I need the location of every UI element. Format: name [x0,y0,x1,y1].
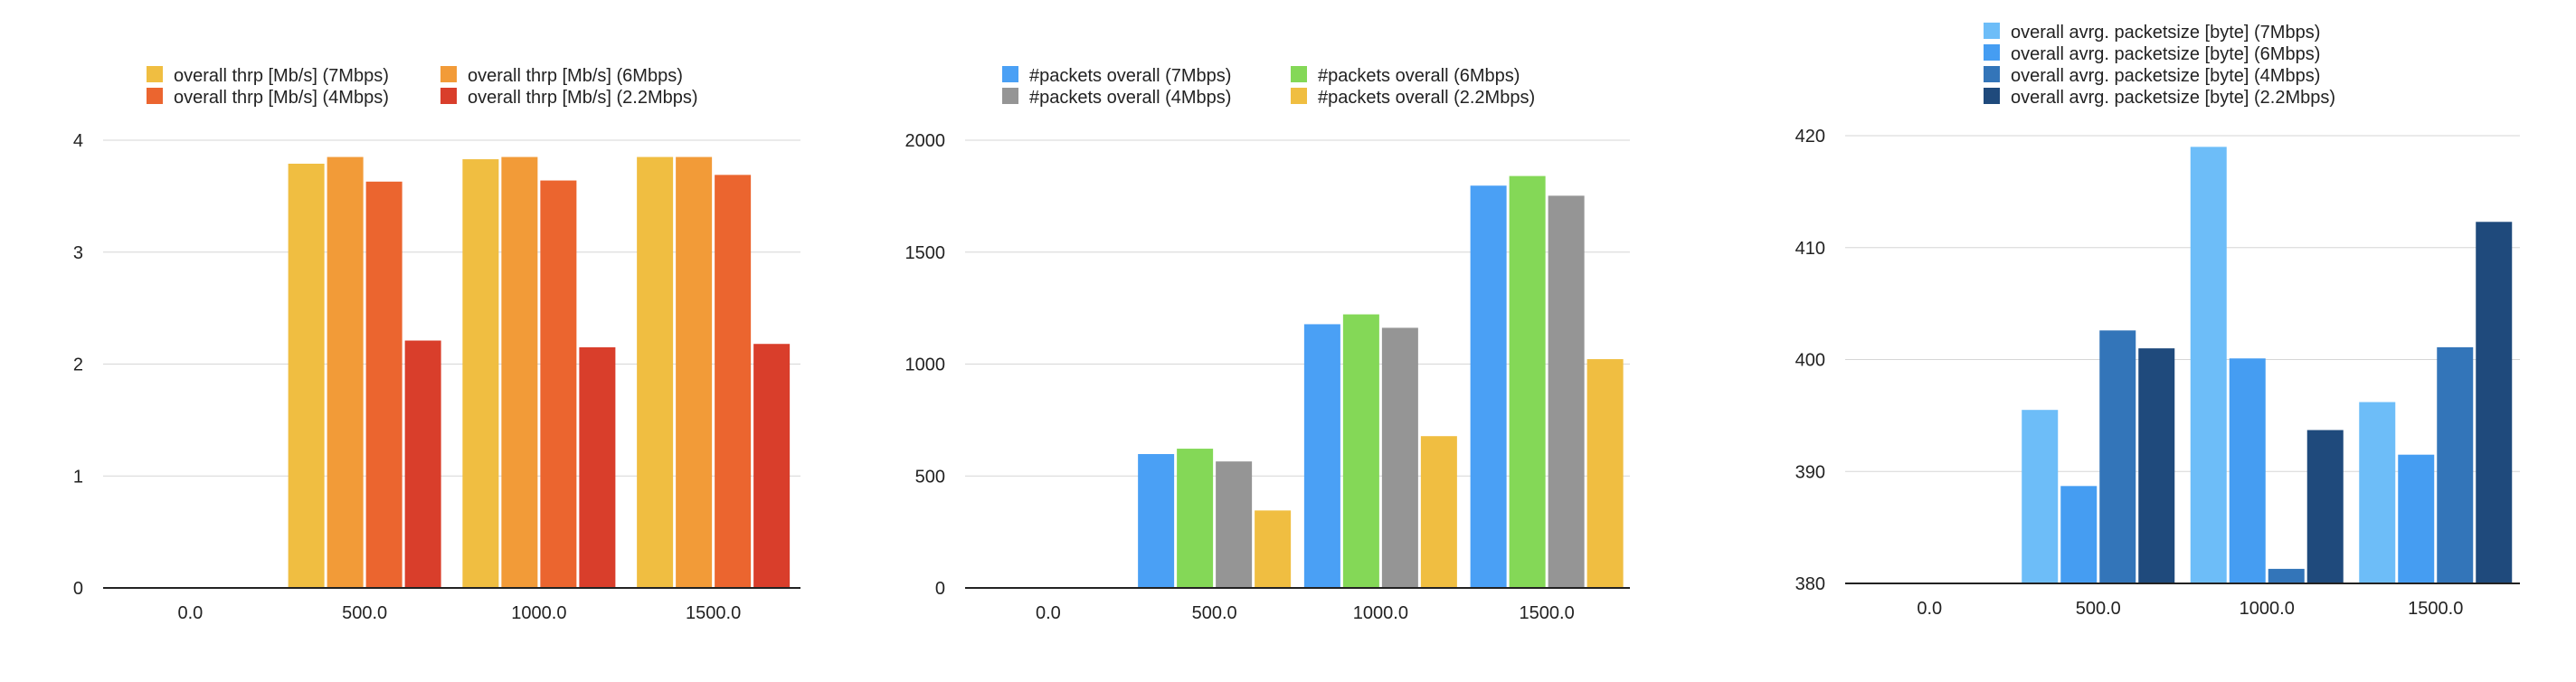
legend-swatch [1002,66,1018,82]
legend-label: overall thrp [Mb/s] (4Mbps) [174,88,389,108]
legend-swatch [147,66,163,82]
legend-label: overall avrg. packetsize [byte] (2.2Mbps… [2011,88,2335,108]
y-tick-label: 500 [915,467,945,487]
x-tick-label: 1000.0 [2240,599,2295,619]
y-tick-label: 380 [1795,574,1825,594]
legend-label: #packets overall (7Mbps) [1029,66,1231,86]
y-tick-label: 4 [73,131,83,151]
chart-3: 380 390 400 410 420 0.0 500.0 1000.0 1500.0 overa… [1795,23,2520,619]
bar [1255,510,1292,588]
legend-label: overall avrg. packetsize [byte] (4Mbps) [2011,66,2320,86]
x-tick-label: 0.0 [177,603,203,623]
bar [288,163,325,589]
legend-swatch [440,66,457,82]
y-tick-label: 1 [73,467,83,487]
legend-label: overall avrg. packetsize [byte] (7Mbps) [2011,23,2320,43]
x-tick-label: 1500.0 [686,603,741,623]
legend-label: #packets overall (2.2Mbps) [1318,88,1535,108]
legend-label: overall thrp [Mb/s] (7Mbps) [174,66,389,86]
legend-swatch [1984,66,2000,82]
chart-2: 0 500 1000 1500 2000 0.0 500.0 1000.0 1500.0 #pac… [905,66,1630,623]
bar [1177,449,1214,588]
bar [637,156,674,588]
bar [2099,330,2136,583]
legend-label: overall avrg. packetsize [byte] (6Mbps) [2011,44,2320,64]
y-tick-label: 1500 [905,243,946,263]
legend-label: overall thrp [Mb/s] (6Mbps) [468,66,683,86]
y-tick-label: 0 [73,579,83,599]
x-tick-label: 0.0 [1917,599,1942,619]
legend-label: #packets overall (4Mbps) [1029,88,1231,108]
legend-swatch [1984,44,2000,61]
y-tick-label: 2 [73,355,83,375]
bar [365,181,402,588]
legend: overall thrp [Mb/s] (7Mbps) overall thrp … [147,66,698,108]
bar [753,344,791,588]
bar [501,156,538,588]
x-tick-label: 500.0 [1192,603,1237,623]
bar [1342,314,1379,588]
x-tick-label: 1000.0 [1353,603,1408,623]
bar [579,346,616,588]
x-tick-label: 0.0 [1036,603,1061,623]
bar [2229,358,2266,583]
x-tick-label: 500.0 [2076,599,2121,619]
bar [2138,348,2175,583]
legend-swatch [1002,88,1018,104]
bar [2190,147,2227,583]
x-tick-label: 1500.0 [1520,603,1575,623]
y-tick-label: 420 [1795,127,1825,147]
chart-1: 0 1 2 3 4 0.0 500.0 1000.0 1500.0 overall thrp [M… [73,66,800,623]
bar [327,156,364,588]
legend-label: #packets overall (6Mbps) [1318,66,1520,86]
legend-swatch [1984,23,2000,39]
legend-swatch [147,88,163,104]
bar [2268,568,2305,583]
bar [1420,436,1457,588]
legend: overall avrg. packetsize [byte] (7Mbps)o… [1984,23,2335,108]
y-tick-label: 410 [1795,239,1825,259]
legend: #packets overall (7Mbps) #packets overall… [1002,66,1535,108]
y-tick-label: 0 [935,579,945,599]
x-tick-label: 500.0 [342,603,387,623]
y-tick-label: 3 [73,243,83,263]
bar [2359,402,2396,583]
y-tick-label: 400 [1795,351,1825,371]
legend-swatch [1291,66,1307,82]
bar [2437,346,2474,583]
bar [462,159,499,588]
bar [676,156,713,588]
bar [2306,430,2344,583]
bar [1586,359,1624,588]
legend-swatch [1291,88,1307,104]
bar [1470,185,1507,588]
x-tick-label: 1000.0 [511,603,566,623]
y-tick-label: 390 [1795,462,1825,482]
legend-swatch [1984,88,2000,104]
legend-label: overall thrp [Mb/s] (2.2Mbps) [468,88,698,108]
bar [540,180,577,589]
bar [404,340,441,588]
bar [2476,222,2513,583]
bar [1509,175,1546,588]
y-tick-label: 1000 [905,355,946,375]
bar [1381,327,1418,588]
bar [715,175,752,589]
bar [2060,486,2098,583]
bar [1138,453,1175,588]
bar [1548,195,1585,588]
bar [1216,461,1253,588]
bar [1303,324,1340,588]
bar [2022,410,2059,583]
y-tick-label: 2000 [905,131,946,151]
x-tick-label: 1500.0 [2408,599,2463,619]
legend-swatch [440,88,457,104]
bar [2398,454,2435,583]
